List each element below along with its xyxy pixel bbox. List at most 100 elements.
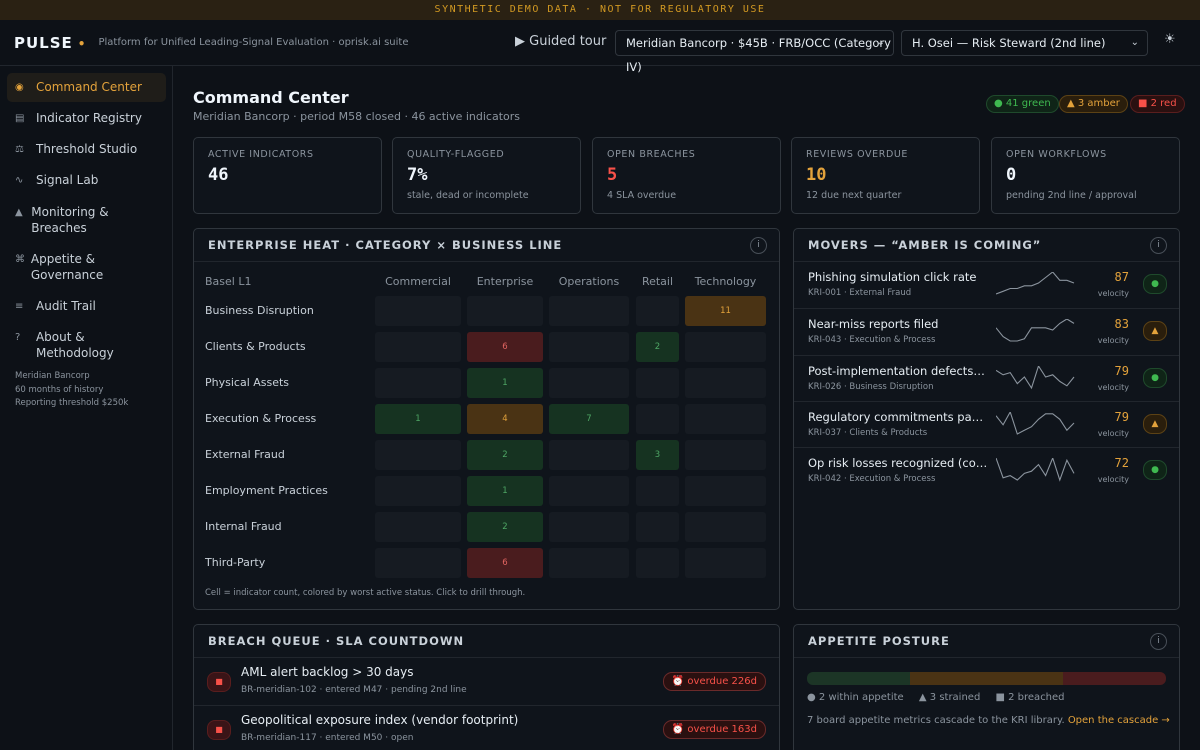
heatmap-cell[interactable] xyxy=(375,368,461,398)
kpi-card-open-workflows[interactable]: OPEN WORKFLOWS 0 pending 2nd line / appr… xyxy=(991,137,1180,214)
heatmap-cell[interactable]: 1 xyxy=(467,368,543,398)
heatmap-cell[interactable] xyxy=(685,368,766,398)
heatmap-row-label: Execution & Process xyxy=(205,412,317,425)
mover-row[interactable]: Regulatory commitments past ... KRI-037 ·… xyxy=(794,400,1179,447)
sidebar-item-command-center[interactable]: ◉ Command Center xyxy=(7,73,166,102)
mover-score: 83 xyxy=(1114,317,1129,332)
heatmap-cell[interactable] xyxy=(375,440,461,470)
sidebar-item-audit-trail[interactable]: ≡ Audit Trail xyxy=(7,292,166,321)
breach-title: Geopolitical exposure index (vendor foot… xyxy=(241,713,519,727)
legend-strained: ▲ 3 strained xyxy=(918,692,981,703)
heatmap-cell[interactable] xyxy=(549,296,629,326)
info-icon[interactable]: i xyxy=(1150,633,1167,650)
heatmap-cell[interactable] xyxy=(636,548,679,578)
mover-row[interactable]: Op risk losses recognized (cou... KRI-042… xyxy=(794,447,1179,493)
heatmap-cell[interactable] xyxy=(685,404,766,434)
wave-icon: ∿ xyxy=(15,175,24,186)
command-icon: ⌘ xyxy=(15,254,25,265)
heatmap-cell[interactable]: 11 xyxy=(685,296,766,326)
kpi-card-reviews-overdue[interactable]: REVIEWS OVERDUE 10 12 due next quarter xyxy=(791,137,980,214)
heatmap-cell[interactable] xyxy=(685,476,766,506)
kpi-value: 46 xyxy=(208,165,229,185)
guided-tour-button[interactable]: ▶ Guided tour xyxy=(515,34,607,49)
heatmap-cell[interactable] xyxy=(375,548,461,578)
kpi-label: ACTIVE INDICATORS xyxy=(208,149,314,160)
heatmap-cell[interactable]: 3 xyxy=(636,440,679,470)
status-badge: ▲ xyxy=(1143,413,1167,434)
mover-row[interactable]: Phishing simulation click rate KRI-001 · … xyxy=(794,262,1179,308)
sidebar-item-label: Monitoring & Breaches xyxy=(31,205,109,235)
kpi-card-quality-flagged[interactable]: QUALITY-FLAGGED 7% stale, dead or incomp… xyxy=(392,137,581,214)
heatmap-cell[interactable] xyxy=(636,512,679,542)
panel-title: ENTERPRISE HEAT · CATEGORY × BUSINESS LI… xyxy=(208,238,563,252)
heatmap-cell[interactable] xyxy=(549,332,629,362)
mover-row[interactable]: Post-implementation defects p... KRI-026 … xyxy=(794,354,1179,401)
heatmap-cell[interactable]: 6 xyxy=(467,548,543,578)
heatmap-cell[interactable] xyxy=(375,512,461,542)
sidebar-item-monitoring-breaches[interactable]: ▲ Monitoring & Breaches xyxy=(7,198,137,242)
heatmap-cell[interactable] xyxy=(549,512,629,542)
heatmap-cell[interactable] xyxy=(375,332,461,362)
status-pill-red[interactable]: ■ 2 red xyxy=(1130,95,1185,113)
heatmap-cell[interactable]: 4 xyxy=(467,404,543,434)
heatmap-cell[interactable]: 6 xyxy=(467,332,543,362)
heatmap-cell[interactable]: 2 xyxy=(636,332,679,362)
sidebar-item-label: Command Center xyxy=(36,80,142,94)
target-icon: ◉ xyxy=(15,82,24,93)
heatmap-cell[interactable] xyxy=(636,296,679,326)
mover-name: Regulatory commitments past ... xyxy=(808,409,988,424)
mover-velocity-label: velocity xyxy=(1097,475,1129,485)
kpi-card-active-indicators[interactable]: ACTIVE INDICATORS 46 xyxy=(193,137,382,214)
heatmap-cell[interactable] xyxy=(685,512,766,542)
heatmap-column-header: Technology xyxy=(694,275,757,288)
heatmap-cell[interactable] xyxy=(685,332,766,362)
heatmap-cell[interactable] xyxy=(636,368,679,398)
heatmap-cell[interactable]: 2 xyxy=(467,512,543,542)
heatmap-cell[interactable]: 7 xyxy=(549,404,629,434)
heatmap-column-header: Operations xyxy=(558,275,620,288)
meta-history: 60 months of history xyxy=(15,384,104,395)
heatmap-cell[interactable] xyxy=(685,440,766,470)
sidebar-item-appetite-governance[interactable]: ⌘ Appetite & Governance xyxy=(7,245,137,289)
heatmap-cell[interactable] xyxy=(549,476,629,506)
info-icon[interactable]: i xyxy=(1150,237,1167,254)
heatmap-cell[interactable] xyxy=(375,296,461,326)
heatmap-cell[interactable] xyxy=(375,476,461,506)
heatmap-cell[interactable] xyxy=(636,476,679,506)
status-pill-green[interactable]: ● 41 green xyxy=(986,95,1059,113)
heatmap-cell[interactable] xyxy=(549,548,629,578)
entity-select[interactable]: Meridian Bancorp · $45B · FRB/OCC (Categ… xyxy=(615,30,894,74)
heatmap-cell[interactable] xyxy=(549,440,629,470)
info-icon[interactable]: i xyxy=(750,237,767,254)
list-icon: ≡ xyxy=(15,301,24,312)
theme-toggle-sun-icon[interactable]: ☀ xyxy=(1164,32,1176,47)
sidebar-item-indicator-registry[interactable]: ▤ Indicator Registry xyxy=(7,104,166,133)
heatmap-footnote: Cell = indicator count, colored by worst… xyxy=(205,588,526,598)
sidebar-item-signal-lab[interactable]: ∿ Signal Lab xyxy=(7,166,166,195)
heatmap-cell[interactable]: 1 xyxy=(467,476,543,506)
panel-title: MOVERS — “AMBER IS COMING” xyxy=(808,238,1042,252)
heatmap-cell[interactable] xyxy=(467,296,543,326)
heatmap-corner-label: Basel L1 xyxy=(205,275,252,288)
sidebar-item-about-methodology[interactable]: ? About & Methodology xyxy=(7,323,166,367)
app-logo[interactable]: PULSE • xyxy=(14,33,87,52)
open-cascade-link[interactable]: Open the cascade → xyxy=(1067,715,1170,726)
breach-square-icon: ■ xyxy=(207,720,231,740)
registry-icon: ▤ xyxy=(15,113,25,124)
mover-row[interactable]: Near-miss reports filed KRI-043 · Executi… xyxy=(794,308,1179,354)
sidebar-item-threshold-studio[interactable]: ⚖ Threshold Studio xyxy=(7,135,166,164)
user-select[interactable]: H. Osei — Risk Steward (2nd line) ⌄ xyxy=(901,30,1148,56)
breach-row[interactable]: ■ AML alert backlog > 30 days BR-meridia… xyxy=(194,657,779,705)
movers-panel: MOVERS — “AMBER IS COMING” i Phishing si… xyxy=(793,228,1180,610)
heatmap-cell[interactable]: 1 xyxy=(375,404,461,434)
kpi-label: REVIEWS OVERDUE xyxy=(806,149,909,160)
kpi-value: 0 xyxy=(1006,165,1017,185)
kpi-card-open-breaches[interactable]: OPEN BREACHES 5 4 SLA overdue xyxy=(592,137,781,214)
heatmap-cell[interactable] xyxy=(685,548,766,578)
heatmap-cell[interactable]: 2 xyxy=(467,440,543,470)
heatmap-cell[interactable] xyxy=(549,368,629,398)
status-pill-amber[interactable]: ▲ 3 amber xyxy=(1059,95,1128,113)
heatmap-cell[interactable] xyxy=(636,404,679,434)
kpi-label: OPEN BREACHES xyxy=(607,149,696,160)
breach-row[interactable]: ■ Geopolitical exposure index (vendor fo… xyxy=(194,705,779,750)
